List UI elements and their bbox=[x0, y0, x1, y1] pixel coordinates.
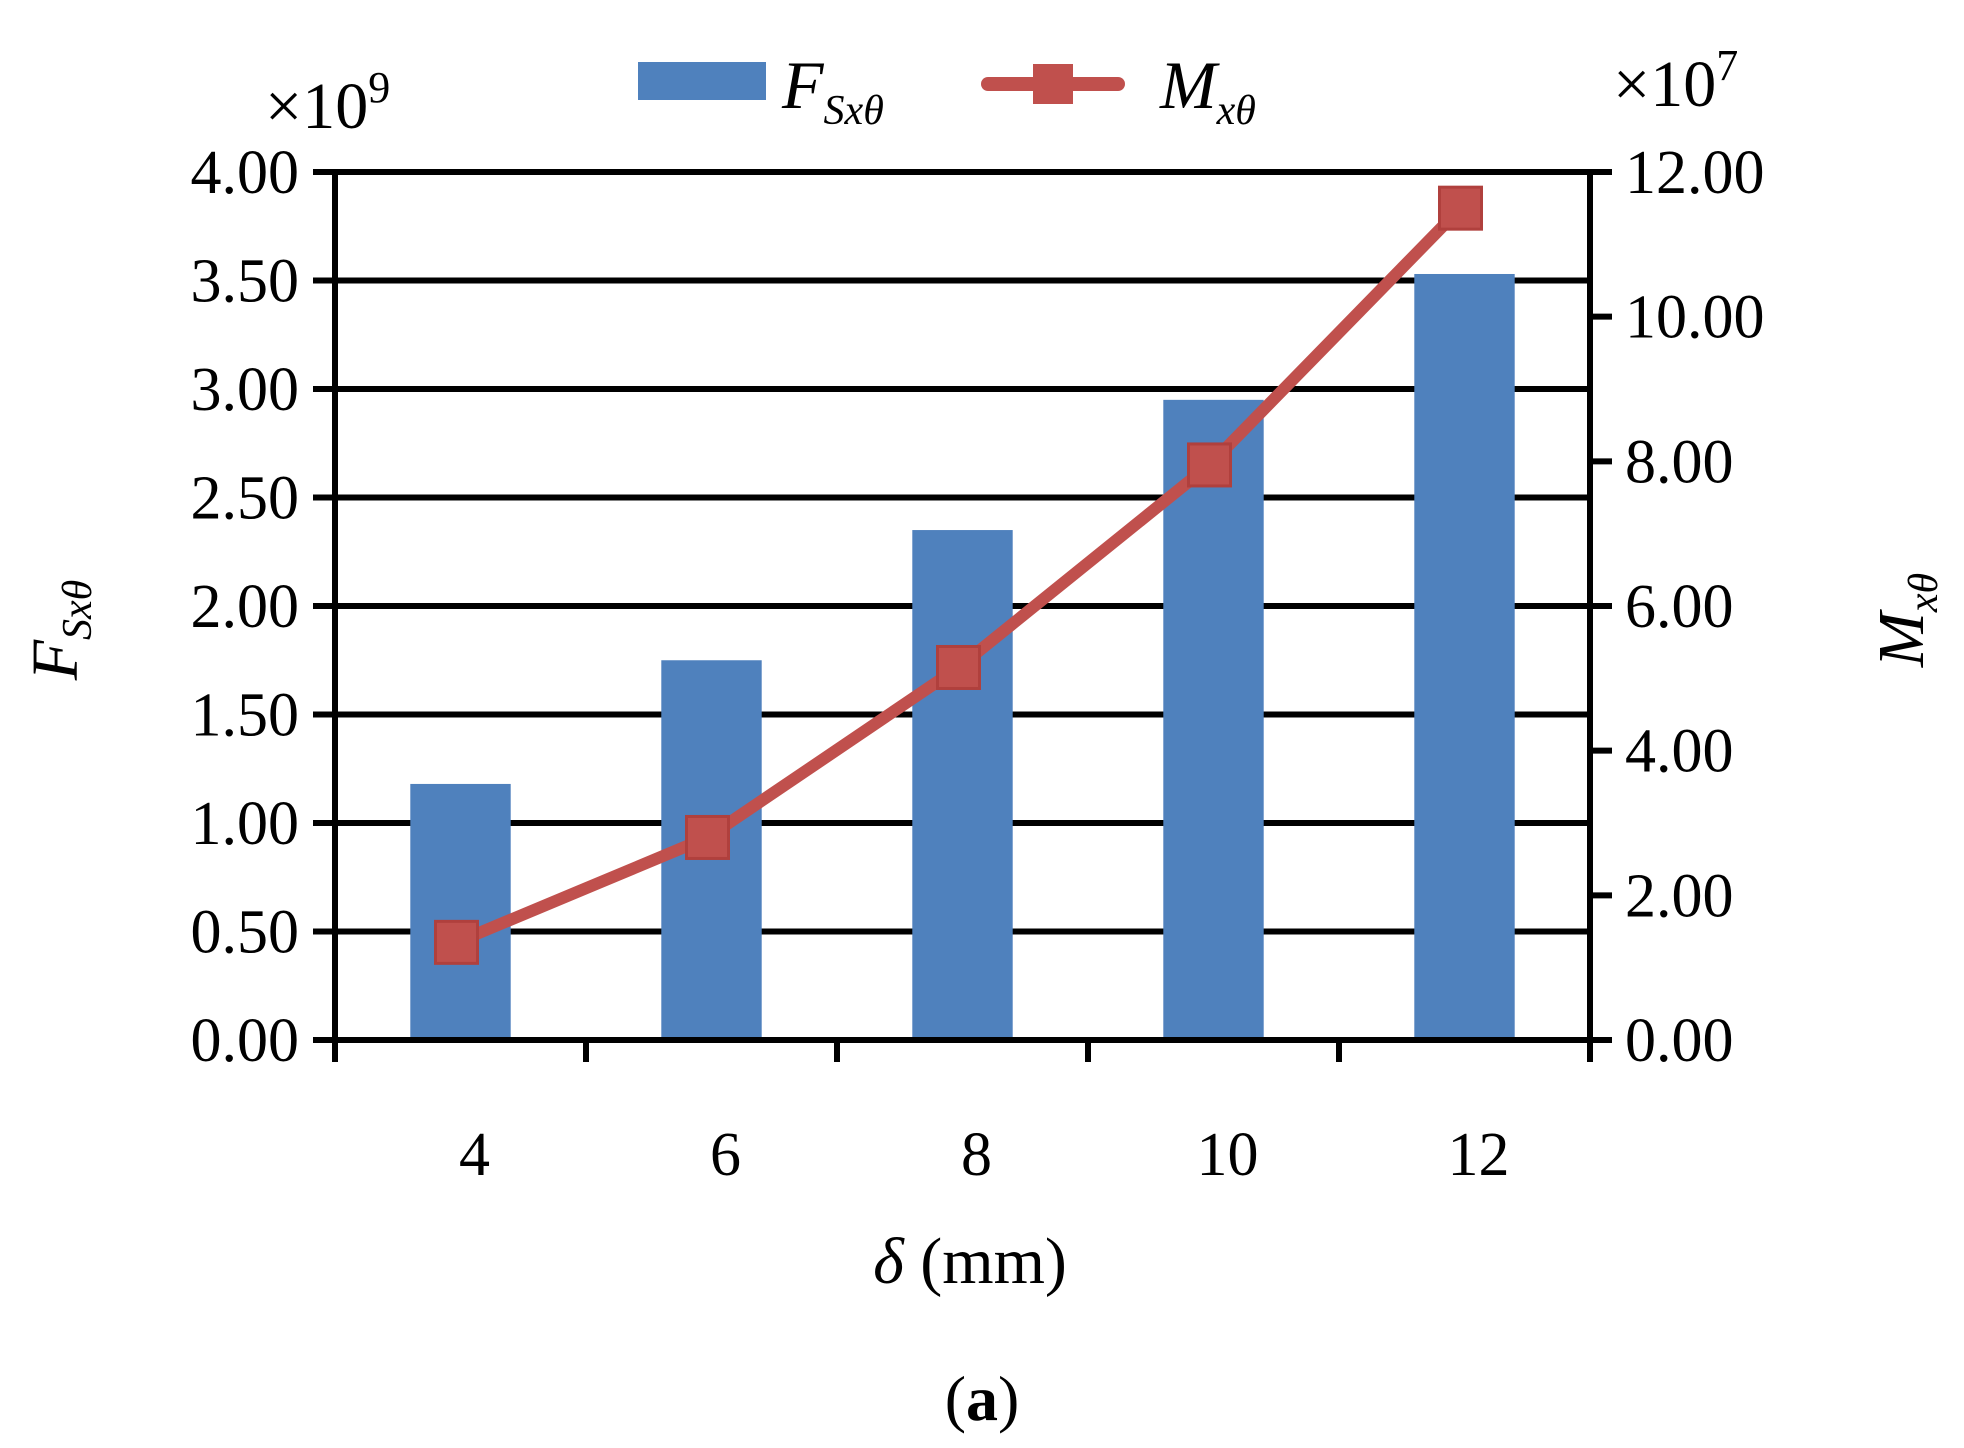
left-multiplier-base: ×10 bbox=[265, 70, 368, 143]
line-point-8 bbox=[936, 644, 981, 690]
x-tick-labels: 4 6 8 10 12 bbox=[459, 1121, 1510, 1189]
x-tick-label-8: 8 bbox=[961, 1121, 992, 1189]
left-tick-label-0: 0.00 bbox=[191, 1007, 300, 1075]
panel-label-close: ) bbox=[998, 1363, 1019, 1434]
line-point-12 bbox=[1438, 185, 1483, 231]
legend-bar-main: F bbox=[781, 47, 825, 123]
left-axis-label: FSxθ bbox=[19, 580, 101, 682]
legend: FSxθ Mxθ bbox=[638, 47, 1256, 134]
legend-label-bar: FSxθ bbox=[781, 47, 884, 134]
right-tick-label-0: 0.00 bbox=[1625, 1007, 1734, 1075]
legend-swatch-bar bbox=[638, 62, 766, 100]
x-tick-label-12: 12 bbox=[1448, 1121, 1510, 1189]
x-tick-label-10: 10 bbox=[1197, 1121, 1259, 1189]
left-tick-label-3: 1.50 bbox=[191, 682, 300, 750]
legend-line-marker bbox=[1033, 64, 1073, 104]
x-tick-label-6: 6 bbox=[710, 1121, 741, 1189]
left-tick-label-7: 3.50 bbox=[191, 248, 300, 316]
legend-line-main: M bbox=[1159, 47, 1220, 123]
line-point-4 bbox=[434, 919, 479, 965]
legend-line-sub: xθ bbox=[1216, 88, 1256, 134]
right-multiplier-exp: 7 bbox=[1716, 41, 1738, 90]
line-point-10 bbox=[1187, 442, 1232, 488]
bar-10 bbox=[1163, 399, 1264, 1041]
axes bbox=[313, 169, 1612, 1062]
left-axis-multiplier: ×109 bbox=[265, 63, 390, 143]
panel-label: (a) bbox=[945, 1363, 1020, 1434]
right-tick-label-6: 12.00 bbox=[1625, 139, 1765, 207]
bar-4 bbox=[410, 783, 511, 1040]
panel-label-letter: a bbox=[966, 1363, 998, 1434]
x-tick-label-4: 4 bbox=[459, 1121, 490, 1189]
right-tick-label-1: 2.00 bbox=[1625, 862, 1734, 930]
left-tick-label-4: 2.00 bbox=[191, 573, 300, 641]
x-axis-label: δ (mm) bbox=[873, 1225, 1067, 1298]
x-axis-label-symbol: δ bbox=[873, 1225, 905, 1298]
left-tick-label-1: 0.50 bbox=[191, 899, 300, 967]
x-axis-label-unit: (mm) bbox=[904, 1225, 1067, 1298]
left-axis-label-sub: Sxθ bbox=[55, 580, 101, 640]
legend-label-line: Mxθ bbox=[1159, 47, 1256, 134]
left-tick-label-6: 3.00 bbox=[191, 356, 300, 424]
left-tick-label-5: 2.50 bbox=[191, 465, 300, 533]
right-tick-label-4: 8.00 bbox=[1625, 428, 1734, 496]
left-multiplier-exp: 9 bbox=[368, 63, 390, 112]
left-tick-labels: 0.00 0.50 1.00 1.50 2.00 2.50 3.00 3.50 4.00 bbox=[191, 139, 300, 1075]
panel-label-open: ( bbox=[945, 1363, 966, 1434]
right-axis-label-sub: xθ bbox=[1901, 573, 1947, 613]
left-axis-label-main: F bbox=[19, 639, 92, 681]
left-tick-label-2: 1.00 bbox=[191, 790, 300, 858]
right-axis-label: Mxθ bbox=[1865, 573, 1947, 668]
legend-bar-sub: Sxθ bbox=[824, 88, 884, 134]
right-axis-multiplier: ×107 bbox=[1613, 41, 1738, 121]
bar-12 bbox=[1414, 273, 1515, 1040]
right-tick-label-3: 6.00 bbox=[1625, 573, 1734, 641]
bar-8 bbox=[912, 530, 1013, 1040]
left-tick-label-8: 4.00 bbox=[191, 139, 300, 207]
line-point-6 bbox=[685, 814, 730, 860]
right-tick-labels: 0.00 2.00 4.00 6.00 8.00 10.00 12.00 bbox=[1625, 139, 1765, 1075]
right-multiplier-base: ×10 bbox=[1613, 48, 1716, 121]
right-tick-label-2: 4.00 bbox=[1625, 718, 1734, 786]
line-series bbox=[434, 185, 1483, 965]
right-axis-label-main: M bbox=[1865, 608, 1938, 668]
right-tick-label-5: 10.00 bbox=[1625, 284, 1765, 352]
